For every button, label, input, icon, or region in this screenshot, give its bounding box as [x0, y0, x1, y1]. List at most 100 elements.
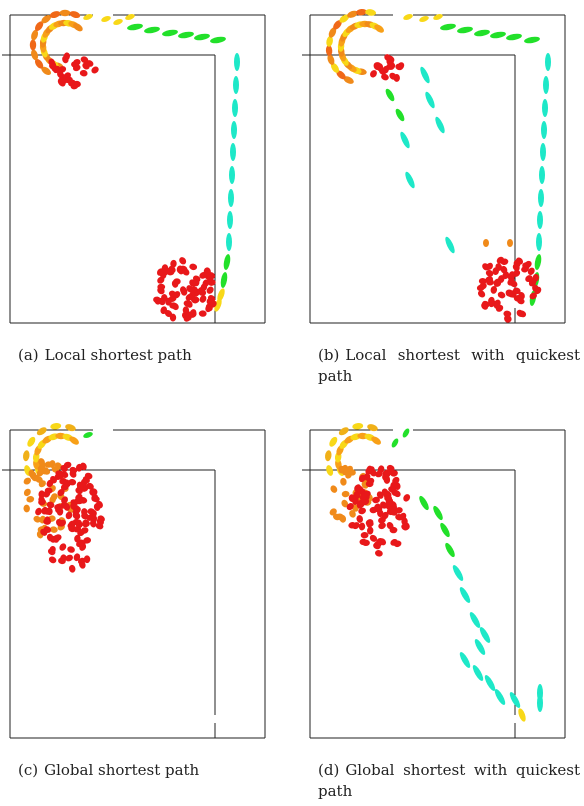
pedestrian: [419, 495, 429, 511]
pedestrian: [403, 14, 413, 20]
pedestrian: [63, 461, 72, 469]
pedestrian: [163, 267, 172, 275]
pedestrian: [144, 26, 160, 34]
caption-c: (c) Global shortest path: [18, 760, 278, 781]
caption-text-c: Global shortest path: [44, 761, 200, 779]
pedestrian: [380, 501, 388, 509]
pedestrian: [420, 66, 430, 84]
pedestrian: [23, 450, 30, 462]
pedestrian: [378, 516, 386, 524]
pedestrian: [338, 427, 349, 436]
pedestrian: [401, 523, 409, 531]
pedestrian: [390, 470, 398, 477]
pedestrian: [364, 472, 371, 481]
pedestrian: [51, 65, 59, 73]
pedestrian: [389, 72, 397, 80]
pedestrian: [478, 277, 487, 285]
pedestrian: [46, 501, 55, 509]
pedestrian: [541, 121, 547, 139]
pedestrian: [513, 295, 522, 302]
pedestrian: [365, 9, 377, 16]
pedestrian: [82, 62, 90, 70]
pedestrian: [41, 14, 52, 24]
caption-b: (b) Local shortest with quickest path: [318, 345, 580, 387]
pedestrian: [226, 233, 232, 251]
pedestrian: [540, 143, 546, 161]
pedestrian: [370, 70, 377, 78]
pedestrian: [83, 432, 93, 438]
pedestrian: [385, 88, 395, 102]
pedestrian: [425, 91, 435, 109]
pedestrian: [178, 31, 194, 39]
pedestrian: [352, 497, 359, 505]
pedestrian: [504, 315, 511, 323]
pedestrian: [452, 565, 464, 581]
pedestrian: [388, 62, 396, 70]
pedestrian: [61, 496, 68, 504]
pedestrian: [84, 472, 93, 480]
pedestrian: [164, 310, 173, 318]
pedestrian: [518, 310, 527, 318]
pedestrian: [369, 534, 378, 542]
pedestrian: [377, 465, 385, 474]
pedestrian: [395, 108, 405, 122]
pedestrian: [506, 33, 522, 41]
pedestrian: [385, 497, 394, 505]
pedestrian: [69, 436, 79, 445]
pedestrian: [500, 265, 508, 274]
pedestrian: [223, 254, 231, 270]
pedestrian: [440, 23, 456, 31]
pedestrian: [433, 505, 443, 521]
pedestrian: [90, 514, 98, 523]
pedestrian: [153, 296, 161, 304]
panel-d: [300, 415, 584, 750]
pedestrian: [59, 77, 68, 85]
pedestrian: [542, 99, 548, 117]
pedestrian: [377, 509, 384, 518]
pedestrian: [326, 465, 334, 476]
panel-a: [0, 0, 290, 335]
pedestrian: [483, 239, 489, 247]
pedestrian: [95, 522, 104, 530]
pedestrian: [507, 278, 515, 286]
pedestrian: [68, 564, 76, 573]
pedestrian: [194, 33, 210, 41]
pedestrian: [74, 534, 81, 543]
pedestrian: [156, 268, 164, 276]
caption-text-d: Global shortest with quickest path: [318, 761, 580, 800]
pedestrian: [210, 36, 226, 44]
pedestrian: [127, 23, 143, 31]
pedestrian: [69, 470, 77, 478]
pedestrian: [493, 278, 501, 286]
pedestrian: [348, 469, 356, 476]
pedestrian: [534, 254, 542, 270]
caption-text-b: Local shortest with quickest path: [318, 346, 580, 385]
caption-tag-c: (c): [18, 761, 39, 779]
pedestrian: [356, 515, 363, 523]
pedestrian: [91, 66, 99, 74]
pedestrian: [43, 518, 52, 525]
simulation-plot-a: [2, 9, 266, 324]
pedestrian: [80, 462, 87, 471]
pedestrian: [96, 500, 103, 509]
pedestrian: [35, 507, 42, 516]
pedestrian: [372, 496, 380, 504]
pedestrian: [435, 116, 445, 134]
pedestrian: [482, 263, 490, 271]
pedestrian: [232, 99, 238, 117]
pedestrian: [173, 291, 181, 299]
pedestrian: [75, 519, 83, 528]
pedestrian: [352, 522, 360, 530]
pedestrian: [479, 627, 491, 643]
pedestrian: [170, 259, 177, 268]
pedestrian: [63, 479, 71, 488]
pedestrian: [72, 507, 80, 516]
pedestrian: [459, 652, 471, 668]
pedestrian: [54, 473, 63, 480]
pedestrian: [389, 508, 398, 516]
pedestrian: [330, 485, 338, 493]
pedestrian: [347, 10, 358, 18]
pedestrian: [494, 689, 506, 705]
pedestrian: [495, 263, 503, 271]
pedestrian: [374, 24, 384, 33]
